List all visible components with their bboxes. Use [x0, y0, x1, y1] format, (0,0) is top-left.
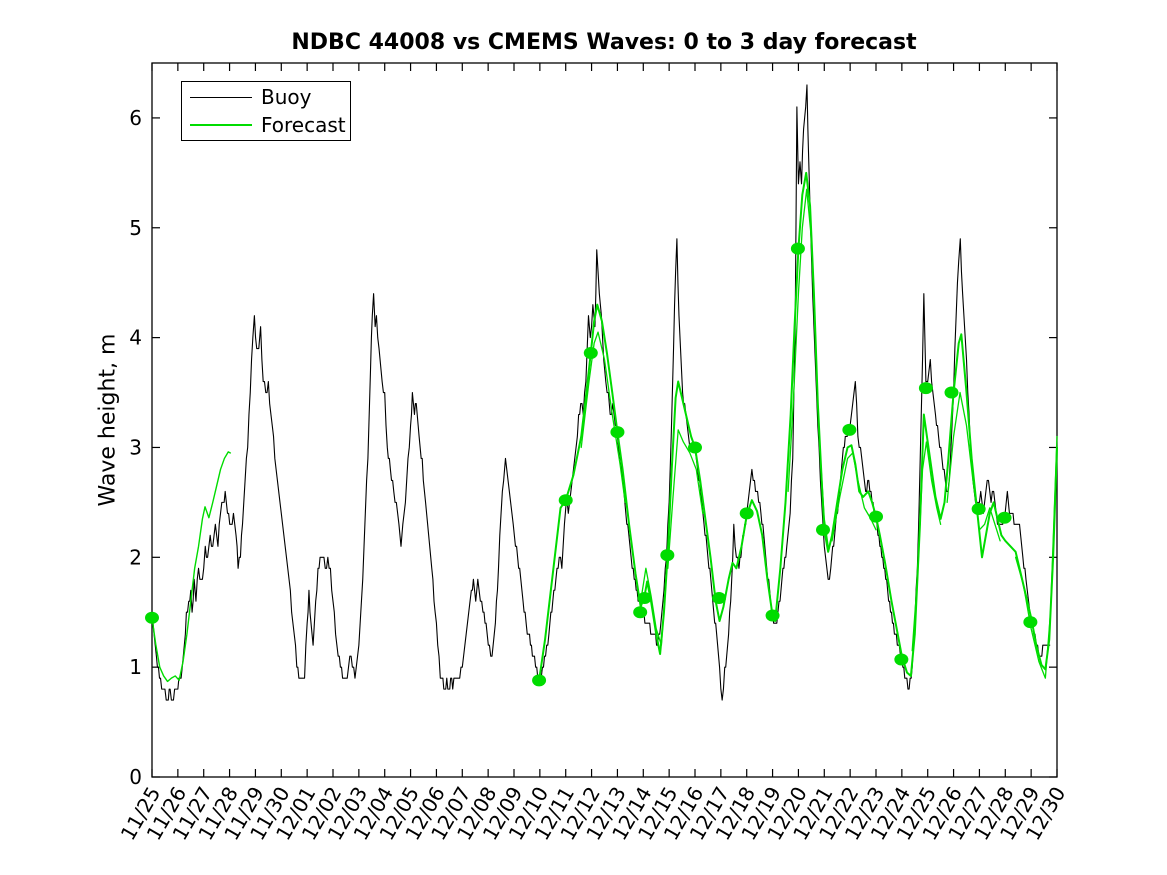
buoy-line — [151, 84, 1051, 701]
legend-label-forecast: Forecast — [261, 113, 346, 137]
forecast-start-marker — [918, 382, 933, 395]
legend-entry-buoy: Buoy — [182, 84, 350, 110]
y-tick-label: 4 — [129, 326, 142, 350]
forecast-line-swatch — [190, 124, 252, 126]
forecast-start-marker — [1023, 616, 1038, 629]
forecast-line — [151, 451, 232, 683]
forecast-line — [580, 331, 626, 504]
forecast-start-marker — [610, 426, 625, 439]
forecast-start-marker — [739, 507, 754, 520]
y-tick-label: 5 — [129, 216, 142, 240]
forecast-line — [787, 188, 829, 547]
legend-box: Buoy Forecast — [181, 81, 351, 141]
y-tick-label: 6 — [129, 106, 142, 130]
y-tick-label: 2 — [129, 545, 142, 569]
forecast-start-marker — [944, 386, 959, 399]
forecast-line — [640, 567, 668, 646]
forecast-start-marker — [790, 242, 805, 255]
forecast-start-marker — [712, 591, 727, 604]
forecast-start-marker — [633, 606, 648, 619]
forecast-start-marker — [971, 502, 986, 515]
forecast-start-marker — [869, 510, 883, 523]
forecast-line — [1014, 435, 1058, 679]
y-axis-label: Wave height, m — [95, 333, 121, 507]
plot-box — [151, 62, 1058, 778]
forecast-start-marker — [558, 494, 573, 507]
forecast-start-marker — [997, 511, 1012, 524]
forecast-start-marker — [842, 423, 857, 436]
legend-entry-forecast: Forecast — [182, 112, 350, 138]
forecast-line — [667, 429, 704, 569]
forecast-start-marker — [145, 611, 159, 624]
y-tick-label: 1 — [129, 655, 142, 679]
buoy-line-swatch — [190, 96, 252, 98]
forecast-start-marker — [583, 346, 598, 359]
y-tick-label: 3 — [129, 435, 142, 459]
forecast-start-marker — [532, 674, 547, 687]
forecast-start-marker — [894, 653, 909, 666]
forecast-start-marker — [765, 609, 780, 622]
legend-label-buoy: Buoy — [261, 85, 312, 109]
forecast-start-marker — [815, 523, 830, 536]
chart-title: NDBC 44008 vs CMEMS Waves: 0 to 3 day fo… — [291, 30, 917, 55]
y-tick-label: 0 — [129, 765, 142, 789]
forecast-line — [911, 441, 942, 652]
forecast-start-marker — [660, 549, 675, 562]
forecast-start-marker — [637, 591, 652, 604]
forecast-line — [946, 391, 1001, 542]
forecast-start-marker — [688, 441, 702, 454]
